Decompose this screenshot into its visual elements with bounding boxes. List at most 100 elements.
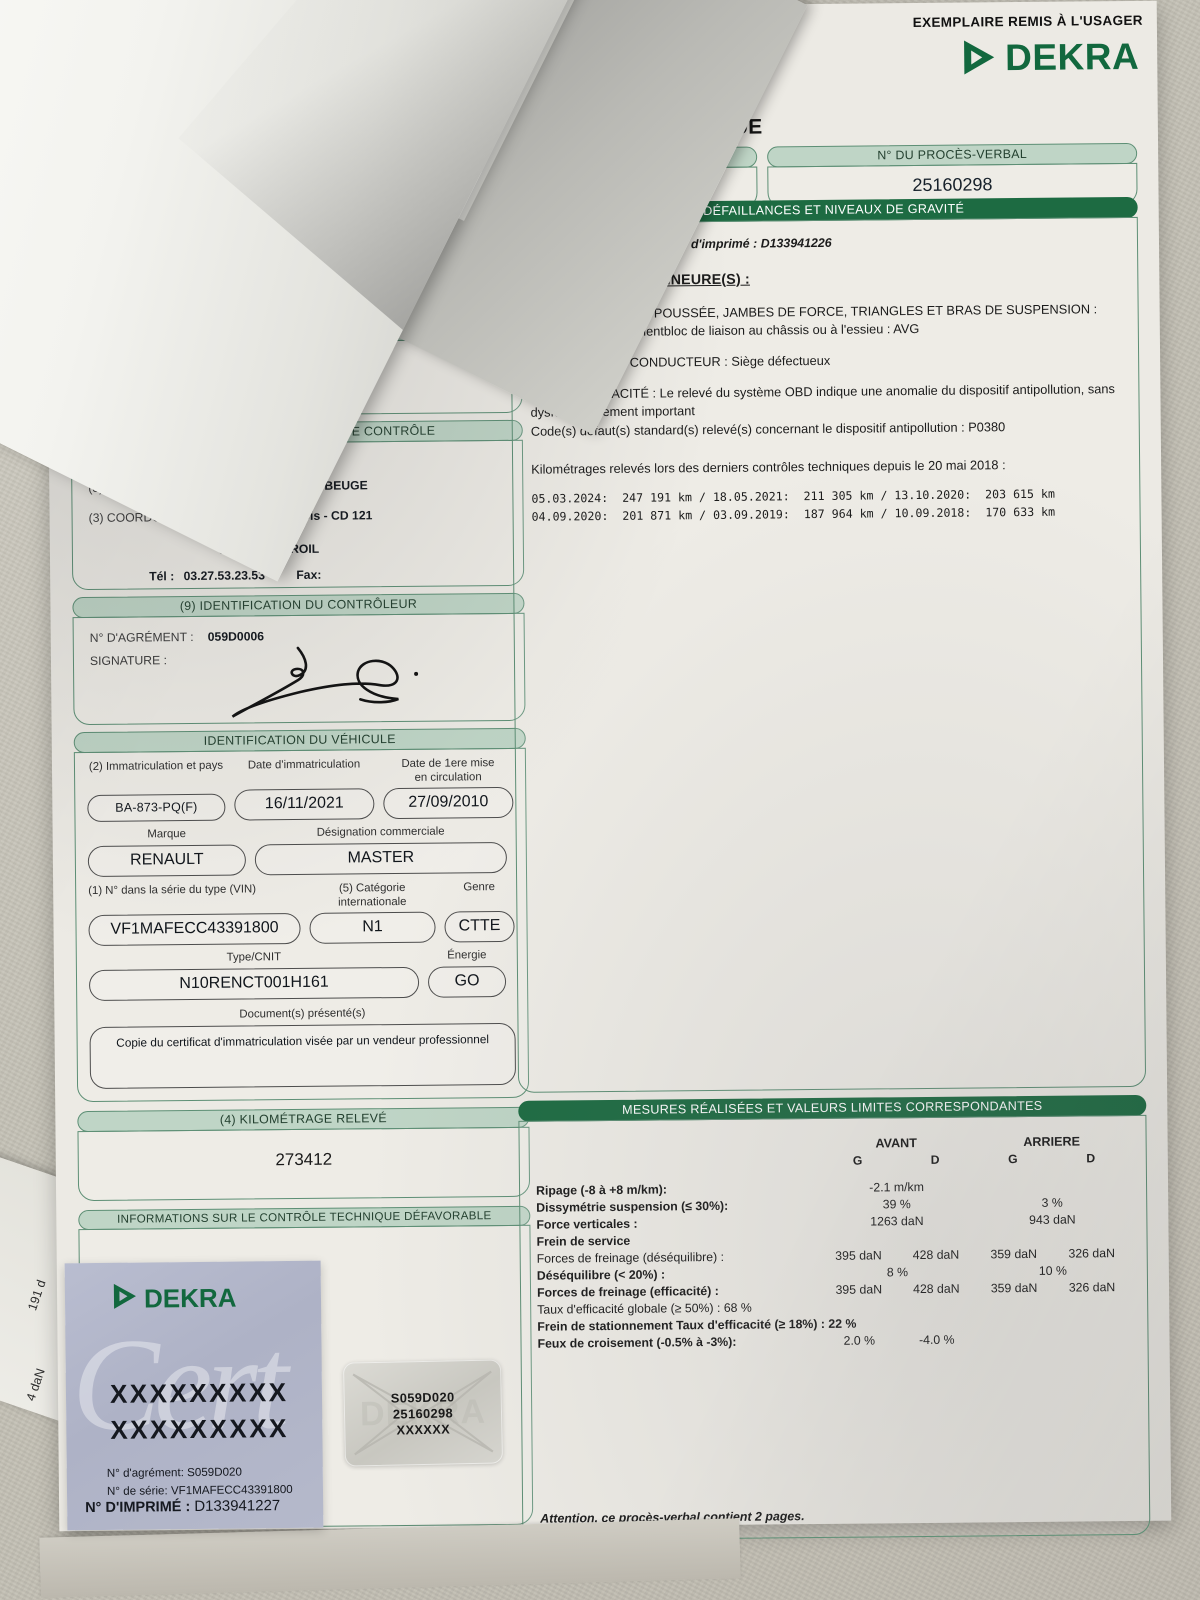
mileage-history-intro: Kilométrages relevés lors des derniers c… (531, 456, 1006, 477)
row-front-value: -2.1 m/km (869, 1179, 924, 1195)
left-strip-value-4: 191 d (25, 1278, 49, 1313)
plate-label: (2) Immatriculation et pays (88, 759, 224, 773)
type-cnit-label: Type/CNIT (226, 951, 282, 965)
emboss-text: S059D020 25160298 XXXXXX (343, 1359, 503, 1466)
pv-number-value: 25160298 (912, 174, 993, 196)
vehicle-row1-labels: (2) Immatriculation et pays Date d'immat… (87, 757, 513, 788)
center-tel-label: Tél : (149, 569, 175, 584)
sticker-print-label: N° D'IMPRIMÉ : (85, 1499, 191, 1517)
inspector-agreement-label: N° D'AGRÉMENT : (89, 629, 194, 645)
center-fax-label: Fax: (296, 567, 322, 583)
spacer-cell (1053, 1329, 1131, 1347)
emboss-line-1: S059D020 (390, 1388, 455, 1406)
dekra-triangle-icon (113, 1283, 137, 1315)
vehicle-box: (2) Immatriculation et pays Date d'immat… (73, 747, 530, 1102)
row-rear-value: 943 daN (1029, 1212, 1076, 1227)
row-label-text: Force verticales : (536, 1216, 638, 1232)
axle-rear-header: ARRIERE (1023, 1133, 1081, 1149)
category-value: N1 (309, 912, 436, 945)
first-reg-label-line2: en circulation (414, 770, 482, 784)
inspector-box: N° D'AGRÉMENT : 059D0006 SIGNATURE : (72, 612, 526, 726)
row-rear-right-value: 326 daN (1068, 1245, 1116, 1261)
row-label-text: Feux de croisement (-0.5% à -3%): (537, 1334, 737, 1351)
row-front-value: 8 % (886, 1264, 909, 1279)
vin-label: (1) N° dans la série du type (VIN) (88, 883, 257, 898)
vin-value: VF1MAFECC43391800 (88, 913, 301, 947)
reg-date-label: Date d'immatriculation (247, 758, 361, 772)
center-tel-value: 03.27.53.23.53 (183, 568, 266, 584)
sticker-agreement: N° d'agrément: S059D020 (106, 1465, 242, 1480)
energy-value: GO (427, 966, 507, 998)
dekra-wordmark: DEKRA (1004, 35, 1140, 78)
inspector-section: (9) IDENTIFICATION DU CONTRÔLEUR N° D'AG… (72, 592, 526, 726)
rear-left-header: G (1008, 1151, 1018, 1166)
inspector-signature-mark (202, 641, 443, 721)
headlight-left-value: 2.0 % (843, 1332, 876, 1348)
sticker-wordmark: DEKRA (143, 1282, 237, 1314)
folded-sheet-text: …, caractéristiques techniques … valeurs… (0, 0, 99, 319)
category-label: (5) Catégorie internationale (338, 882, 407, 909)
vehicle-row3-labels: (1) N° dans la série du type (VIN) (5) C… (88, 881, 514, 912)
documents-value: Copie du certificat d'immatriculation vi… (89, 1022, 517, 1089)
dekra-logo: DEKRA (962, 35, 1140, 78)
row-front-left-value: 395 daN (835, 1247, 882, 1263)
emboss-cross-pattern (343, 1359, 503, 1466)
row-label: Feux de croisement (-0.5% à -3%): (537, 1332, 820, 1352)
embossed-security-stamp: DEKRA S059D020 25160298 XXXXXX (342, 1359, 504, 1467)
first-reg-value: 27/09/2010 (383, 787, 514, 820)
first-reg-label-line1: Date de 1ere mise (401, 757, 495, 770)
dekra-triangle-icon (962, 38, 996, 76)
vehicle-row2-values: RENAULT MASTER (87, 842, 514, 878)
row-front-left-value: 395 daN (835, 1281, 883, 1297)
emboss-line-2: 25160298 (392, 1404, 454, 1422)
row-rear-value: 3 % (1041, 1195, 1063, 1210)
genre-value: CTTE (444, 911, 515, 944)
document-header: EXEMPLAIRE REMIS À L'USAGER DEKRA PROCÈS… (45, 1, 1158, 164)
row-front-value: 39 % (882, 1196, 911, 1211)
mileage-box: 273412 (77, 1126, 531, 1201)
row-label-text: Déséquilibre (< 20%) : (536, 1266, 666, 1283)
vehicle-row4-values: N10RENCT001H161 GO (88, 966, 515, 1002)
row-rear-value (974, 1176, 1130, 1194)
make-value: RENAULT (87, 844, 247, 878)
genre-label: Genre (463, 881, 496, 894)
type-cnit-value: N10RENCT001H161 (88, 966, 420, 1002)
mileage-value: 273412 (275, 1149, 333, 1170)
row-rear-right-value: 326 daN (1068, 1279, 1116, 1295)
defect-item: 8.2.22.c.1. OPACITÉ : Le relevé du systè… (530, 381, 1115, 439)
sticker-masked-line-2: XXXXXXXXX (110, 1413, 290, 1445)
spacer-cell (975, 1330, 1053, 1348)
row-label-text: Forces de freinage (efficacité) : (536, 1283, 719, 1300)
model-label: Désignation commerciale (316, 825, 445, 840)
vehicle-row4-labels: Type/CNIT Énergie (89, 949, 515, 967)
headlight-right-value: -4.0 % (918, 1332, 955, 1347)
rear-right-header: D (1086, 1150, 1096, 1165)
plate-value: BA-873-PQ(F) (87, 794, 226, 823)
front-left-header: G (852, 1153, 863, 1168)
sticker-print-value: D133941227 (194, 1497, 281, 1516)
vehicle-section: IDENTIFICATION DU VÉHICULE (2) Immatricu… (73, 727, 530, 1102)
documents-label: Document(s) présenté(s) (239, 1007, 366, 1021)
vehicle-row3-values: VF1MAFECC43391800 N1 CTTE (88, 911, 515, 947)
left-strip-value-5: 4 daN (23, 1366, 48, 1403)
row-front-value: 1263 daN (870, 1213, 924, 1229)
mileage-section: (4) KILOMÉTRAGE RELEVÉ 273412 (77, 1106, 531, 1201)
axle-front-header: AVANT (875, 1135, 917, 1150)
row-rear-value: 10 % (1038, 1263, 1067, 1278)
model-value: MASTER (254, 842, 508, 876)
copy-notice: EXEMPLAIRE REMIS À L'USAGER (912, 12, 1143, 31)
sticker-masked-line-1: XXXXXXXXX (109, 1377, 289, 1409)
row-front-right-value: 428 daN (912, 1281, 960, 1296)
first-reg-label: Date de 1ere mise en circulation (383, 757, 513, 786)
front-right-header: D (930, 1152, 940, 1167)
measures-box: AVANT ARRIERE G D G D (518, 1114, 1151, 1541)
row-rear-left-value: 359 daN (990, 1280, 1038, 1295)
row-label-text: Frein de service (536, 1233, 631, 1249)
inspector-signature-label: SIGNATURE : (89, 652, 167, 668)
sticker-print-number: N° D'IMPRIMÉ : D133941227 (85, 1497, 280, 1516)
reg-date-value: 16/11/2021 (234, 788, 375, 821)
proces-verbal-document: EXEMPLAIRE REMIS À L'USAGER DEKRA PROCÈS… (44, 0, 1172, 1541)
make-label: Marque (147, 828, 187, 841)
dekra-sticker: Cert DEKRA XXXXXXXXX XXXXXXXXX N° d'agré… (64, 1260, 324, 1531)
